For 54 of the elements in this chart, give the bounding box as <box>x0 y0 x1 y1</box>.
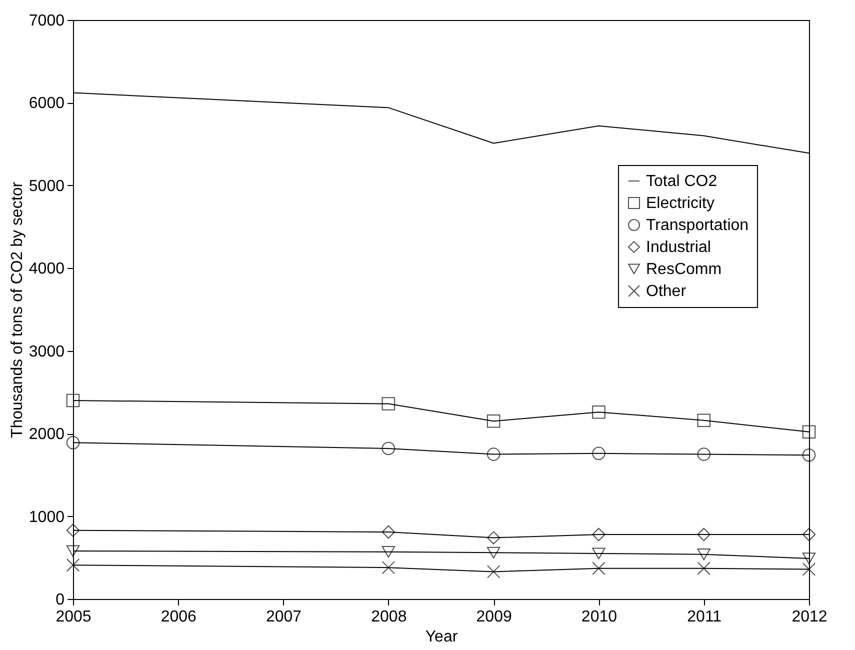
point <box>592 548 606 560</box>
legend-label: Total CO2 <box>646 173 718 190</box>
y-tick-label: 2000 <box>28 426 65 444</box>
point <box>66 545 80 557</box>
point <box>382 442 396 456</box>
point <box>382 525 396 539</box>
x-tick-label: 2011 <box>687 608 722 626</box>
point <box>486 531 500 544</box>
y-tick-label: 3000 <box>28 343 65 360</box>
x-axis-title: Year <box>425 628 458 646</box>
point <box>802 552 816 564</box>
point <box>697 528 710 542</box>
legend-label: Electricity <box>646 195 714 212</box>
point <box>592 446 606 460</box>
y-tick-label: 0 <box>56 592 65 608</box>
point <box>486 565 500 578</box>
point <box>802 528 816 542</box>
point <box>592 528 606 542</box>
y-tick-label: 7000 <box>28 12 65 30</box>
point <box>592 405 606 419</box>
legend-label: ResComm <box>646 261 722 278</box>
point <box>66 558 80 572</box>
y-tick-label: 6000 <box>28 95 65 112</box>
y-tick-label: 5000 <box>28 178 65 195</box>
x-tick-label: 2006 <box>160 608 197 626</box>
point <box>697 548 710 560</box>
legend-label: Other <box>646 283 687 300</box>
x-tick-label: 2008 <box>371 608 407 626</box>
point <box>802 562 816 576</box>
point <box>66 394 80 408</box>
point <box>486 414 500 428</box>
point <box>382 560 396 574</box>
y-axis-title: Thousands of tons of CO2 by sector <box>8 181 26 438</box>
point <box>802 425 816 439</box>
point <box>592 562 606 576</box>
point <box>697 414 710 427</box>
legend-label: Transportation <box>646 217 749 234</box>
point <box>697 562 710 576</box>
x-tick-label: 2010 <box>581 608 618 626</box>
point <box>66 524 80 537</box>
point <box>486 546 500 558</box>
legend-label: Industrial <box>646 239 711 256</box>
point <box>66 436 80 450</box>
x-tick-label: 2007 <box>266 608 302 626</box>
point <box>382 546 396 558</box>
x-tick-label: 2012 <box>792 608 828 626</box>
point <box>697 448 710 461</box>
y-tick-label: 4000 <box>28 260 65 278</box>
x-tick-label: 2005 <box>56 608 92 626</box>
y-tick-label: 1000 <box>28 508 65 526</box>
point <box>382 397 396 410</box>
point <box>802 448 816 462</box>
x-tick-label: 2009 <box>476 608 512 626</box>
point <box>486 448 500 461</box>
